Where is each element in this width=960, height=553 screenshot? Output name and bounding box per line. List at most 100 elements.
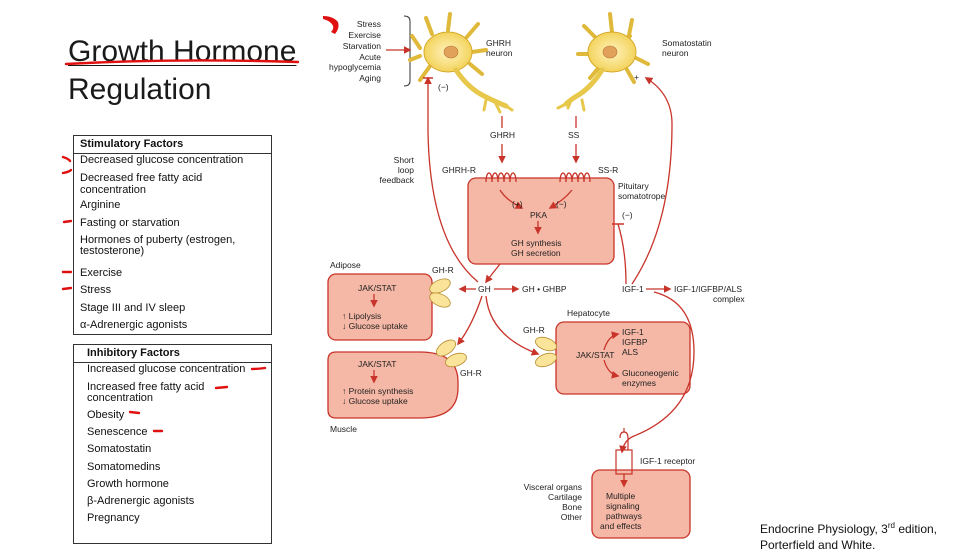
hep-product: IGFBP (622, 337, 648, 347)
stim-item: Exercise (80, 267, 123, 279)
jak-stat-label: JAK/STAT (576, 350, 614, 360)
inhib-item: Increased free fatty acid (87, 381, 205, 393)
gh-r-label: GH-R (432, 265, 454, 275)
short-loop-arrow (424, 76, 479, 283)
input-label: Exercise (348, 30, 381, 40)
annotation-mark (250, 366, 267, 371)
citation-line-2: Porterfield and White. (760, 538, 876, 552)
inhib-item: Increased glucose concentration (87, 363, 246, 375)
annotation-mark (214, 385, 229, 390)
igf-complex-label: complex (713, 294, 745, 304)
stim-item: Hormones of puberty (estrogen, (80, 234, 236, 246)
signaling-label: Multiple (606, 491, 636, 501)
stim-item: Fasting or starvation (80, 217, 180, 229)
lipolysis-label: ↑ Lipolysis (342, 311, 381, 321)
annotation-checkmark (323, 16, 339, 34)
title-line-2: Regulation (68, 73, 212, 106)
target-label: Visceral organs (524, 482, 582, 492)
ss-label: SS (568, 130, 580, 140)
target-tissue-cell: IGF-1 receptor Visceral organs Cartilage… (524, 428, 695, 539)
stim-item: testosterone) (80, 245, 145, 257)
stim-item: Stress (80, 284, 112, 296)
ghrh-receptor (485, 172, 517, 183)
short-loop-label: Short (394, 155, 415, 165)
ghrh-neuron-label: GHRH (486, 38, 511, 48)
inhib-item: Somatostatin (87, 443, 152, 455)
ghrh-label: GHRH (490, 130, 515, 140)
hepatocyte-label: Hepatocyte (567, 308, 610, 318)
somatostatin-neuron: Somatostatin neuron (556, 12, 712, 112)
plus-label: + (634, 72, 639, 82)
pituitary-somatotrope-cell: GHRH-R SS-R Pituitary somatotrope (+) (−… (442, 165, 666, 265)
gh-secretion-label: GH secretion (511, 248, 561, 258)
input-bracket (403, 15, 411, 87)
stimulatory-header: Stimulatory Factors (74, 136, 271, 154)
annotation-mark (61, 168, 73, 175)
signaling-label: and effects (600, 521, 641, 531)
hep-product: IGF-1 (622, 327, 644, 337)
inhib-item: concentration (87, 392, 154, 404)
pka-label: PKA (530, 210, 547, 220)
stimulus-inputs: Stress Exercise Starvation Acute hypogly… (329, 15, 412, 87)
adipose-cell: Adipose GH-R JAK/STAT ↑ Lipolysis ↓ Gluc… (327, 260, 454, 341)
citation: Endocrine Physiology, 3rd edition, Porte… (760, 518, 937, 553)
somatostatin-neuron-label: Somatostatin (662, 38, 712, 48)
jak-stat-label: JAK/STAT (358, 359, 396, 369)
input-label: hypoglycemia (329, 62, 381, 72)
inhib-item: Growth hormone (87, 478, 169, 490)
short-loop-label: feedback (380, 175, 415, 185)
ghrh-neuron-label: neuron (486, 48, 513, 58)
citation-line-1: Endocrine Physiology, 3rd edition, (760, 521, 938, 536)
ss-receptor (559, 172, 591, 183)
muscle-label: Muscle (330, 424, 357, 434)
stimulatory-factors-table: Stimulatory Factors Decreased glucose co… (73, 135, 272, 335)
target-label: Other (561, 512, 582, 522)
gh-label: GH (478, 284, 491, 294)
annotation-mark (61, 155, 72, 163)
gh-synthesis-label: GH synthesis (511, 238, 562, 248)
plus-sign: (+) (512, 199, 523, 209)
minus-label: (−) (438, 82, 449, 92)
ghrh-neuron: GHRH neuron (408, 12, 514, 114)
pituitary-label: Pituitary (618, 181, 649, 191)
target-label: Bone (562, 502, 582, 512)
gluconeogenic-label: Gluconeogenic (622, 368, 679, 378)
signaling-label: signaling (606, 501, 640, 511)
inhib-item: Obesity (87, 409, 125, 421)
stim-item: Arginine (80, 199, 121, 211)
annotation-mark (61, 286, 73, 291)
inhibitory-header: Inhibitory Factors (74, 345, 271, 363)
gh-secretion-arrow (485, 263, 501, 284)
igf1-pituitary-feedback (617, 223, 627, 285)
glucose-uptake-label: ↓ Glucose uptake (342, 321, 408, 331)
inhib-item: β-Adrenergic agonists (87, 495, 195, 507)
annotation-mark (128, 410, 141, 415)
jak-stat-label: JAK/STAT (358, 283, 396, 293)
igf-complex-label: IGF-1/IGFBP/ALS (674, 284, 742, 294)
hep-product: ALS (622, 347, 638, 357)
gh-r-label: GH-R (460, 368, 482, 378)
stim-item: α-Adrenergic agonists (80, 319, 188, 331)
inhib-item: Senescence (87, 426, 148, 438)
target-label: Cartilage (548, 492, 582, 502)
igf1-feedback-arrow (631, 77, 673, 285)
input-label: Aging (359, 73, 381, 83)
ghrh-r-label: GHRH-R (442, 165, 476, 175)
minus-sign: (−) (556, 199, 567, 209)
gh-r-label: GH-R (523, 325, 545, 335)
input-label: Stress (357, 19, 381, 29)
adipose-label: Adipose (330, 260, 361, 270)
stim-item: Decreased glucose concentration (80, 154, 244, 166)
igf1-receptor-label: IGF-1 receptor (640, 456, 695, 466)
pituitary-label: somatotrope (618, 191, 666, 201)
inhib-item: Pregnancy (87, 512, 140, 524)
input-label: Acute (359, 52, 381, 62)
igf1-label: IGF-1 (622, 284, 644, 294)
gh-ghbp-label: GH • GHBP (522, 284, 567, 294)
somatostatin-neuron-label: neuron (662, 48, 689, 58)
title-annotation-underline (64, 59, 300, 66)
input-label: Starvation (343, 41, 382, 51)
stim-item: Decreased free fatty acid concentration (80, 172, 203, 196)
inhib-item: Somatomedins (87, 461, 161, 473)
annotation-mark (62, 219, 73, 224)
